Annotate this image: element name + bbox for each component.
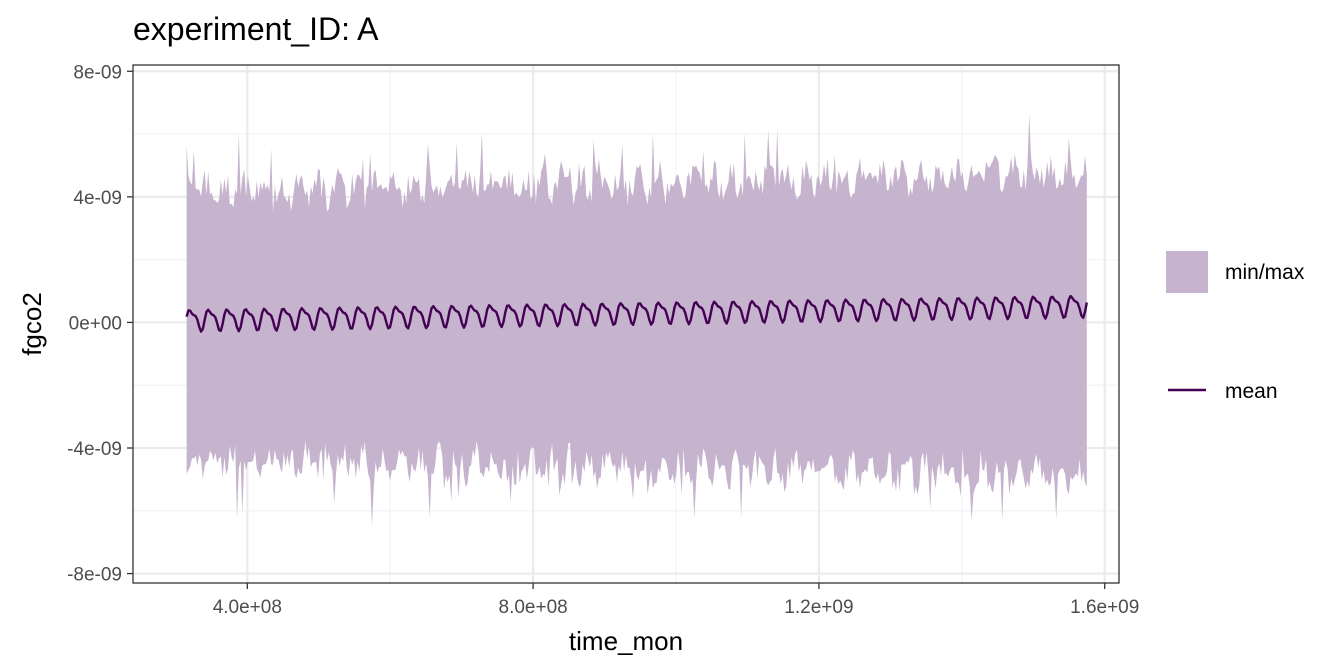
y-tick-label: 8e-09	[73, 62, 122, 83]
legend-key-minmax	[1166, 251, 1208, 293]
x-tick-label: 4.0e+08	[213, 597, 282, 618]
y-tick-label: 0e+00	[69, 313, 122, 334]
series-minmax-ribbon	[186, 114, 1087, 526]
legend-label-mean: mean	[1225, 380, 1278, 403]
x-axis-title: time_mon	[569, 626, 683, 656]
x-tick-label: 1.6e+09	[1070, 597, 1139, 618]
x-axis: 4.0e+08 8.0e+08 1.2e+09 1.6e+09	[213, 583, 1139, 618]
y-tick-label: 4e-09	[73, 188, 122, 209]
series-mean-line	[185, 294, 1088, 333]
y-axis: 8e-09 4e-09 0e+00 -4e-09 -8e-09	[67, 62, 133, 586]
y-axis-title: fgco2	[17, 292, 47, 356]
x-tick-label: 8.0e+08	[499, 597, 568, 618]
series-layer	[185, 114, 1088, 526]
panel-border	[132, 64, 1120, 584]
y-tick-label: -4e-09	[67, 439, 122, 460]
legend-label-minmax: min/max	[1225, 261, 1305, 284]
chart-title: experiment_ID: A	[133, 11, 379, 47]
x-tick-label: 1.2e+09	[784, 597, 853, 618]
legend: min/max mean	[1166, 251, 1305, 403]
y-tick-label: -8e-09	[67, 565, 122, 586]
